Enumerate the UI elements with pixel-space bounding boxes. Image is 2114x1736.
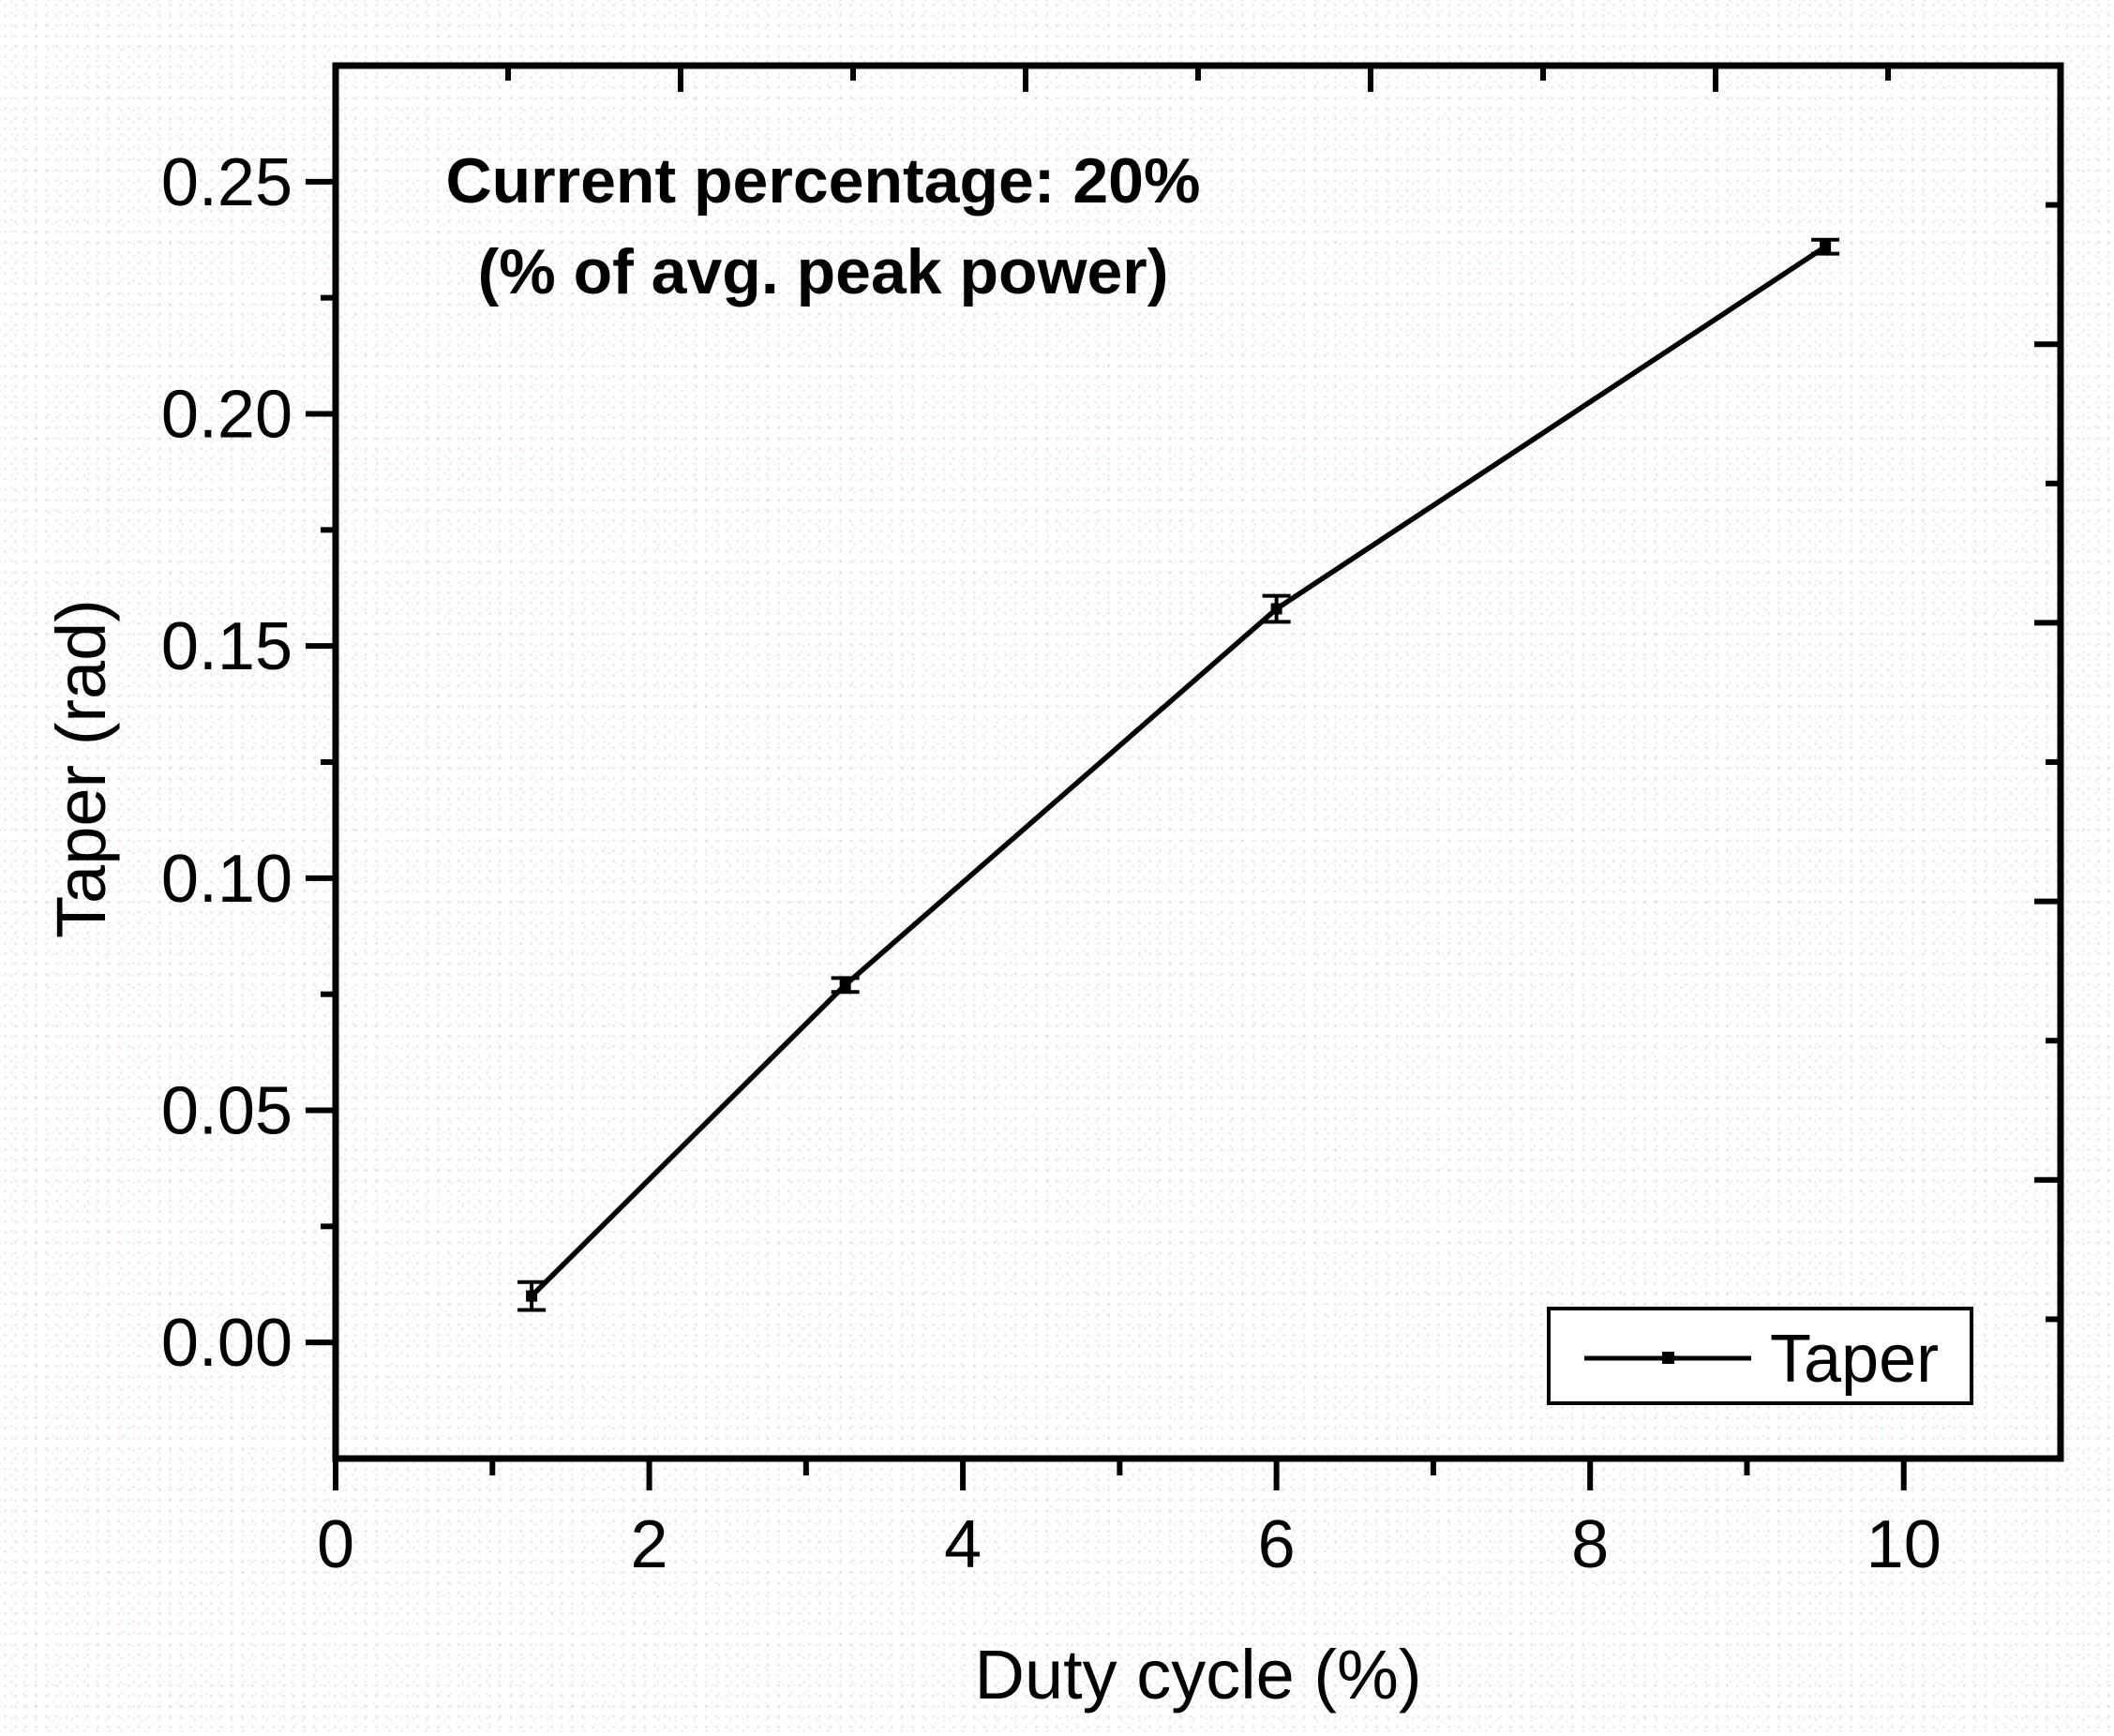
x-tick-label: 6 [1258, 1507, 1296, 1582]
x-tick-label: 4 [944, 1507, 982, 1582]
y-tick-label: 0.15 [161, 609, 292, 684]
data-line [530, 244, 1827, 1298]
y-tick-label: 0.10 [161, 842, 292, 917]
x-tick-label: 8 [1571, 1507, 1609, 1582]
x-axis-title: Duty cycle (%) [975, 1636, 1422, 1714]
legend-label: Taper [1770, 1322, 1939, 1397]
legend-marker [1662, 1352, 1674, 1364]
y-tick-label: 0.05 [161, 1074, 292, 1149]
y-tick-label: 0.00 [161, 1306, 292, 1381]
y-axis-title: Taper (rad) [42, 599, 120, 938]
plot-area: 0 2 4 6 8 10 0.00 0.05 0.10 0.15 0.20 0.25 [161, 62, 2064, 1582]
annotation-line1: Current percentage: 20% [446, 145, 1201, 217]
x-tick-label: 0 [317, 1507, 354, 1582]
data-point-marker [1820, 241, 1832, 253]
data-point-marker [1270, 603, 1282, 615]
legend: Taper [1547, 1307, 1973, 1405]
y-tick-label: 0.25 [161, 145, 292, 220]
data-point-marker [526, 1290, 538, 1302]
y-tick-label: 0.20 [161, 378, 292, 453]
data-point-marker [839, 979, 851, 991]
annotation-line2: (% of avg. peak power) [478, 236, 1169, 307]
x-tick-label: 2 [631, 1507, 668, 1582]
x-tick-label: 10 [1867, 1507, 1942, 1582]
